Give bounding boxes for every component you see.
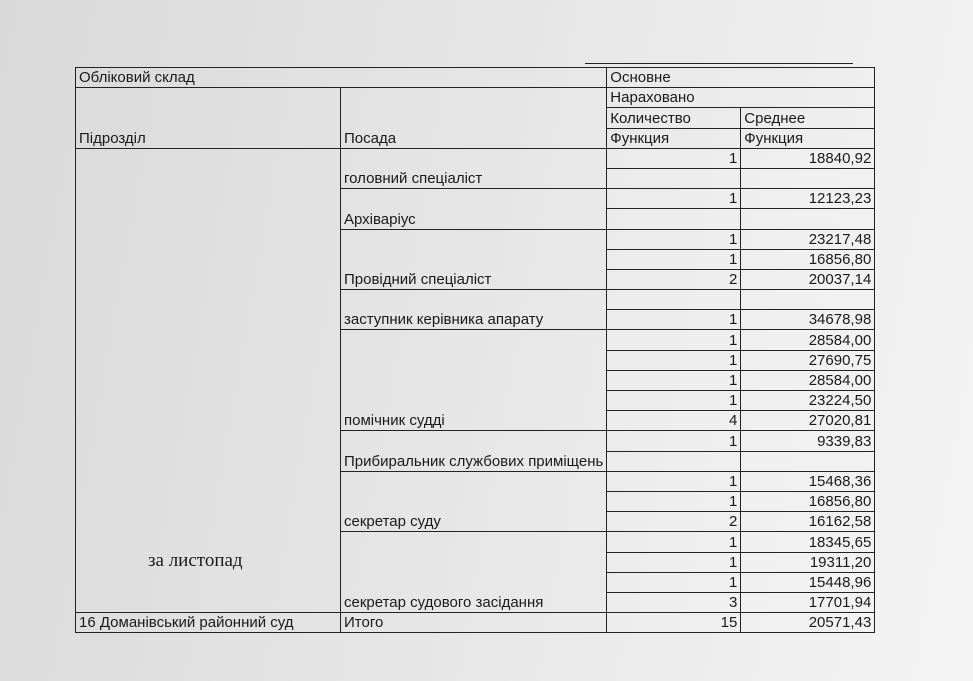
count-cell: 1 — [606, 228, 742, 250]
table-row: 1 15448,96 — [76, 571, 876, 593]
count-cell: 3 — [606, 591, 742, 614]
count-cell: 1 — [606, 389, 742, 412]
average-cell: 12123,23 — [740, 188, 876, 210]
table-row: 1 19311,20 — [76, 551, 876, 573]
average-cell: 19311,20 — [740, 551, 876, 573]
header-average: Среднее — [740, 107, 876, 129]
average-cell: 18840,92 — [740, 147, 876, 169]
header-accrued: Нараховано — [606, 87, 876, 109]
header-count: Количество — [606, 107, 742, 129]
header-accounting-staff: Обліковий склад — [74, 66, 608, 89]
average-cell: 16856,80 — [740, 248, 876, 270]
table-row: заступник керівника апарату — [76, 289, 876, 331]
position-cell: Архіваріус — [339, 188, 608, 230]
average-cell: 9339,83 — [740, 430, 876, 452]
average-cell: 16856,80 — [740, 490, 876, 513]
header-function-average: Функция — [740, 127, 876, 149]
count-cell: 1 — [606, 309, 742, 331]
count-cell: 2 — [606, 268, 742, 291]
count-cell — [606, 208, 742, 230]
table-row: секретар судового засідання 1 18345,65 — [76, 531, 876, 614]
count-cell: 4 — [606, 410, 742, 432]
payroll-table: Обліковий склад Основне Підрозділ Посада… — [74, 66, 876, 634]
average-cell: 15468,36 — [740, 470, 876, 492]
table-row — [76, 167, 876, 190]
department-name: 16 Доманівський районний суд — [75, 612, 341, 634]
average-cell — [740, 167, 876, 190]
table-row: 1 23224,50 — [76, 389, 876, 412]
average-cell: 20037,14 — [740, 268, 876, 291]
average-cell: 18345,65 — [740, 531, 876, 553]
table-row: 2 20037,14 — [76, 268, 876, 291]
position-cell: помічник судді — [339, 329, 608, 432]
total-label: Итого — [339, 612, 608, 634]
header-main: Основне — [606, 66, 876, 89]
average-cell: 23217,48 — [740, 228, 876, 250]
count-cell: 1 — [606, 430, 742, 452]
average-cell: 16162,58 — [740, 511, 876, 533]
table-row — [76, 208, 876, 230]
average-cell — [740, 289, 876, 311]
total-average: 20571,43 — [740, 612, 876, 634]
count-cell: 1 — [606, 248, 742, 270]
count-cell: 1 — [606, 571, 742, 593]
average-cell: 23224,50 — [740, 389, 876, 412]
count-cell: 1 — [606, 490, 742, 513]
average-cell: 15448,96 — [740, 571, 876, 593]
period-label: за листопад — [148, 550, 243, 572]
position-cell: секретар суду — [339, 470, 608, 533]
count-cell: 1 — [606, 531, 742, 553]
table-row: 1 34678,98 — [76, 309, 876, 331]
average-cell: 34678,98 — [740, 309, 876, 331]
count-cell — [606, 450, 742, 472]
average-cell: 27020,81 — [740, 410, 876, 432]
count-cell: 2 — [606, 511, 742, 533]
table-row: 3 17701,94 — [76, 591, 876, 614]
count-cell — [606, 289, 742, 311]
header-top-line — [585, 63, 853, 64]
count-cell: 1 — [606, 188, 742, 210]
position-cell: секретар судового засідання — [339, 531, 608, 614]
average-cell: 28584,00 — [740, 329, 876, 351]
header-department: Підрозділ — [75, 87, 341, 149]
average-cell — [740, 208, 876, 230]
table-row: Провідний спеціаліст 1 23217,48 — [76, 228, 876, 291]
count-cell: 1 — [606, 369, 742, 392]
table-row: 1 16856,80 — [76, 248, 876, 270]
average-cell — [740, 450, 876, 472]
count-cell — [606, 167, 742, 190]
count-cell: 1 — [606, 349, 742, 371]
total-count: 15 — [606, 612, 742, 634]
position-cell: заступник керівника апарату — [339, 289, 608, 331]
table-row: Прибиральник службових приміщень 1 9339,83 — [76, 430, 876, 472]
header-function-count: Функция — [606, 127, 742, 149]
position-cell: Провідний спеціаліст — [339, 228, 608, 291]
position-cell: головний спеціаліст — [339, 147, 608, 190]
table-row: секретар суду 1 15468,36 — [76, 470, 876, 533]
table-row — [76, 450, 876, 472]
table-row: помічник судді 1 28584,00 — [76, 329, 876, 432]
count-cell: 1 — [606, 551, 742, 573]
total-row: 16 Доманівський районний суд Итого 15 20571… — [75, 612, 876, 634]
table-row: 2 16162,58 — [76, 511, 876, 533]
average-cell: 27690,75 — [740, 349, 876, 371]
average-cell: 28584,00 — [740, 369, 876, 392]
count-cell: 1 — [606, 470, 742, 492]
header-position: Посада — [339, 87, 608, 149]
table-row: за листопад головний спеціаліст 1 18840,92 — [75, 147, 876, 614]
average-cell: 17701,94 — [740, 591, 876, 614]
department-cell: за листопад — [75, 147, 341, 614]
count-cell: 1 — [606, 329, 742, 351]
count-cell: 1 — [606, 147, 742, 169]
position-cell: Прибиральник службових приміщень — [339, 430, 608, 472]
